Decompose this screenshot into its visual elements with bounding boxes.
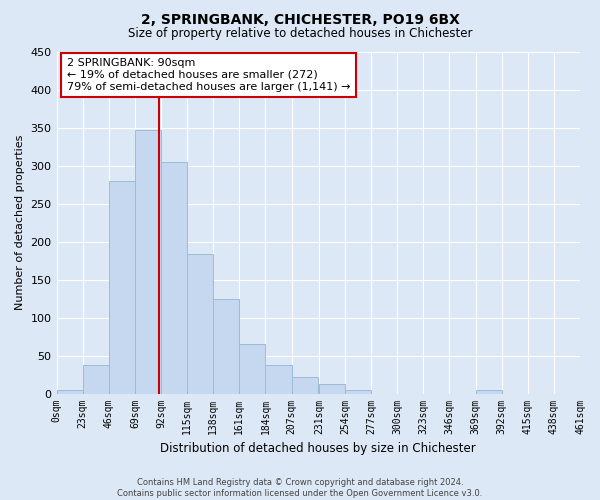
Bar [187, 254, 213, 394]
Text: Size of property relative to detached houses in Chichester: Size of property relative to detached ho… [128, 28, 472, 40]
Text: Contains HM Land Registry data © Crown copyright and database right 2024.
Contai: Contains HM Land Registry data © Crown c… [118, 478, 482, 498]
Bar [161, 162, 187, 394]
Text: 2 SPRINGBANK: 90sqm
← 19% of detached houses are smaller (272)
79% of semi-detac: 2 SPRINGBANK: 90sqm ← 19% of detached ho… [67, 58, 350, 92]
Bar [265, 364, 292, 394]
Bar [109, 180, 135, 394]
Bar [213, 298, 239, 394]
Bar [83, 366, 109, 394]
Y-axis label: Number of detached properties: Number of detached properties [15, 135, 25, 310]
Bar [292, 377, 318, 394]
Bar [239, 344, 265, 394]
Text: 2, SPRINGBANK, CHICHESTER, PO19 6BX: 2, SPRINGBANK, CHICHESTER, PO19 6BX [140, 12, 460, 26]
Bar [135, 130, 161, 394]
Bar [476, 390, 502, 394]
X-axis label: Distribution of detached houses by size in Chichester: Distribution of detached houses by size … [160, 442, 476, 455]
Bar [56, 390, 83, 394]
Bar [345, 390, 371, 394]
Bar [319, 384, 345, 394]
